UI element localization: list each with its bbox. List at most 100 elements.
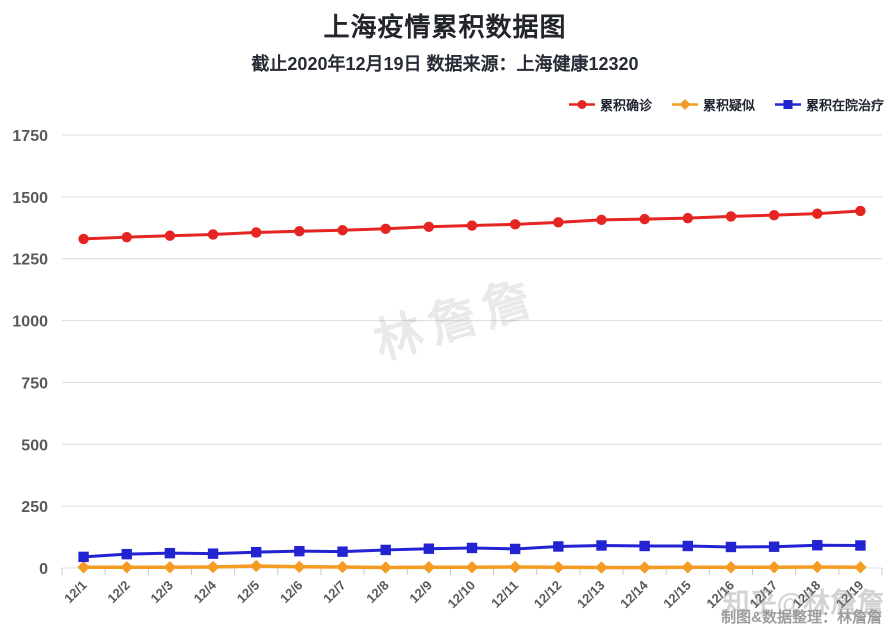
data-point-marker (121, 231, 132, 243)
x-axis-tick-label: 12/1 (61, 578, 90, 607)
data-point-marker (638, 561, 651, 574)
data-point-marker (121, 548, 132, 560)
data-point-marker (380, 544, 391, 556)
data-point-marker (639, 540, 650, 552)
x-axis-tick-label: 12/12 (531, 578, 565, 612)
data-point-marker (553, 217, 564, 228)
credit-text: 制图&数据整理：林詹詹 (721, 609, 882, 626)
series-累积在院治疗 (78, 540, 866, 563)
data-point-marker (639, 213, 650, 225)
x-axis-tick-label: 12/9 (406, 578, 435, 607)
data-point-marker (423, 543, 435, 554)
data-point-marker (811, 560, 824, 574)
data-point-marker (812, 208, 823, 219)
data-point-marker (682, 540, 693, 552)
data-point-marker (508, 560, 522, 574)
data-point-marker (207, 548, 219, 559)
data-point-marker (164, 230, 176, 241)
y-axis-tick-label: 500 (21, 437, 48, 454)
x-axis-tick-label: 12/11 (488, 578, 521, 611)
data-point-marker (422, 561, 436, 574)
y-axis-tick-label: 1500 (12, 190, 48, 207)
y-axis-tick-label: 1000 (12, 314, 48, 331)
chart-title: 上海疫情累积数据图 (323, 12, 567, 42)
data-point-marker (206, 560, 220, 574)
data-point-marker (596, 214, 607, 226)
data-point-marker (466, 220, 478, 231)
data-point-marker (812, 540, 823, 551)
data-point-marker (251, 546, 262, 558)
y-axis-tick-label: 1250 (12, 252, 48, 269)
data-point-marker (595, 561, 608, 574)
data-point-marker (207, 229, 219, 240)
x-axis-tick-label: 12/4 (191, 577, 220, 606)
data-point-marker (379, 561, 392, 574)
data-point-marker (553, 541, 564, 552)
data-point-marker (681, 561, 694, 574)
data-point-marker (783, 100, 793, 109)
data-point-marker (725, 211, 737, 222)
legend-diamond-icon (671, 99, 698, 110)
data-point-marker (251, 227, 262, 238)
data-point-marker (854, 561, 867, 574)
y-axis-tick-label: 0 (39, 561, 48, 578)
series-累积确诊 (78, 205, 866, 245)
data-point-marker (337, 225, 348, 236)
data-point-marker (163, 561, 177, 574)
data-point-marker (509, 543, 521, 555)
y-axis-tick-label: 250 (21, 499, 48, 516)
legend-item-3: 累积在院治疗 (774, 95, 884, 114)
legend-label: 累积疑似 (702, 98, 755, 113)
data-point-marker (337, 546, 348, 557)
x-axis-tick-label: 12/8 (363, 578, 392, 607)
data-point-marker (725, 541, 737, 553)
data-point-marker (596, 540, 607, 551)
data-point-marker (552, 561, 565, 574)
data-point-marker (380, 223, 391, 234)
x-axis-tick-label: 12/13 (574, 578, 608, 612)
data-point-marker (250, 559, 263, 573)
data-point-marker (724, 561, 738, 574)
y-axis-tick-label: 1750 (12, 128, 48, 145)
x-axis-tick-label: 12/5 (234, 578, 263, 607)
data-point-marker (465, 561, 479, 574)
data-point-marker (768, 209, 780, 221)
data-point-marker (77, 561, 90, 574)
x-axis-tick-label: 12/2 (104, 578, 133, 607)
chart-subtitle: 截止2020年12月19日 数据来源：上海健康12320 (251, 54, 639, 74)
data-point-marker (423, 221, 435, 232)
data-point-marker (294, 545, 305, 557)
data-point-marker (509, 219, 521, 230)
data-point-marker (768, 541, 780, 552)
x-axis-tick-label: 12/10 (445, 578, 479, 612)
data-point-marker (78, 551, 89, 563)
data-point-marker (466, 542, 478, 554)
series-累积疑似 (77, 559, 867, 574)
legend-item-2: 累积疑似 (671, 95, 755, 114)
data-point-marker (855, 205, 866, 217)
x-axis-tick-label: 12/6 (277, 578, 306, 607)
data-point-marker (78, 233, 89, 245)
data-point-marker (682, 212, 693, 224)
y-axis-tick-label: 750 (21, 375, 48, 392)
data-point-marker (120, 561, 133, 574)
data-point-marker (855, 540, 866, 551)
x-axis-tick-label: 12/7 (320, 578, 349, 607)
data-point-marker (767, 561, 781, 574)
data-point-marker (164, 547, 176, 559)
legend: 累积确诊 累积疑似 累积在院治疗 (568, 95, 884, 114)
x-axis-tick-label: 12/3 (148, 578, 177, 607)
data-point-marker (336, 560, 349, 574)
legend-circle-icon (568, 100, 595, 109)
x-axis-tick-label: 12/14 (617, 577, 651, 611)
x-axis-tick-label: 12/15 (660, 578, 694, 612)
data-point-marker (679, 99, 691, 110)
data-point-marker (577, 100, 587, 109)
legend-label: 累积在院治疗 (805, 98, 884, 113)
data-point-marker (294, 226, 305, 237)
legend-square-icon (774, 100, 801, 109)
legend-item-1: 累积确诊 (568, 95, 652, 114)
data-point-marker (293, 560, 306, 573)
